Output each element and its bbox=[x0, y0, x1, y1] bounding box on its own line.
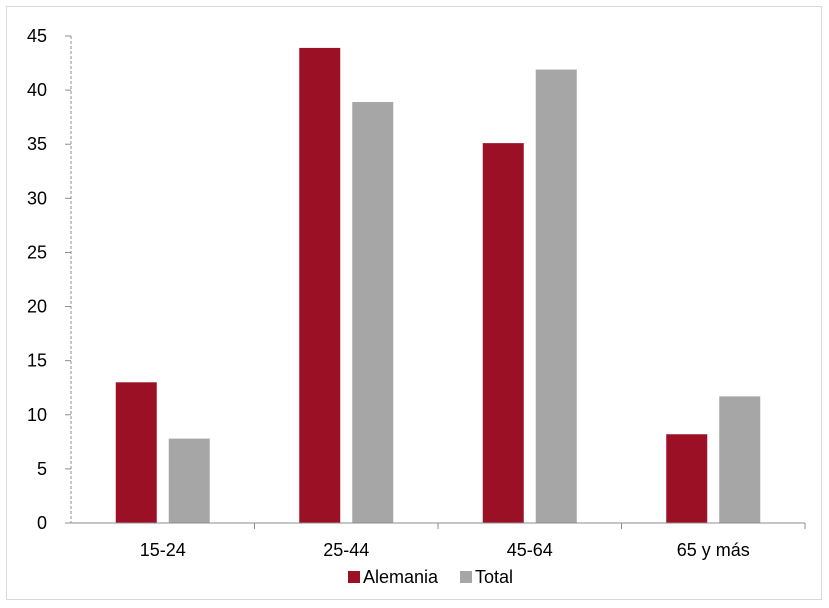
bar-total bbox=[352, 102, 394, 523]
bar-total bbox=[168, 438, 210, 523]
legend: Alemania Total bbox=[348, 567, 513, 587]
legend-label-total: Total bbox=[475, 567, 513, 587]
bar-alemania bbox=[666, 434, 708, 523]
y-tick-label: 10 bbox=[27, 405, 47, 425]
x-tick-label: 45-64 bbox=[507, 540, 553, 560]
legend-swatch-total bbox=[460, 571, 472, 583]
legend-label-alemania: Alemania bbox=[363, 567, 439, 587]
y-tick-label: 45 bbox=[27, 26, 47, 46]
x-tick-label: 15-24 bbox=[140, 540, 186, 560]
bar-alemania bbox=[299, 47, 341, 523]
x-tick-label: 65 y más bbox=[677, 540, 750, 560]
y-tick-label: 40 bbox=[27, 80, 47, 100]
y-tick-label: 0 bbox=[37, 513, 47, 533]
y-tick-label: 25 bbox=[27, 242, 47, 262]
y-tick-label: 35 bbox=[27, 134, 47, 154]
bars bbox=[115, 47, 761, 523]
y-tick-label: 5 bbox=[37, 459, 47, 479]
y-tick-label: 20 bbox=[27, 297, 47, 317]
legend-swatch-alemania bbox=[348, 571, 360, 583]
y-tick-label: 30 bbox=[27, 188, 47, 208]
y-axis: 0 5 10 15 20 25 30 35 40 45 bbox=[27, 26, 72, 533]
bar-total bbox=[535, 69, 577, 523]
y-tick-label: 15 bbox=[27, 351, 47, 371]
x-tick-label: 25-44 bbox=[323, 540, 369, 560]
bar-alemania bbox=[482, 143, 524, 523]
x-axis: 15-24 25-44 45-64 65 y más bbox=[71, 522, 806, 560]
bar-alemania bbox=[115, 382, 157, 523]
bar-total bbox=[719, 396, 761, 523]
